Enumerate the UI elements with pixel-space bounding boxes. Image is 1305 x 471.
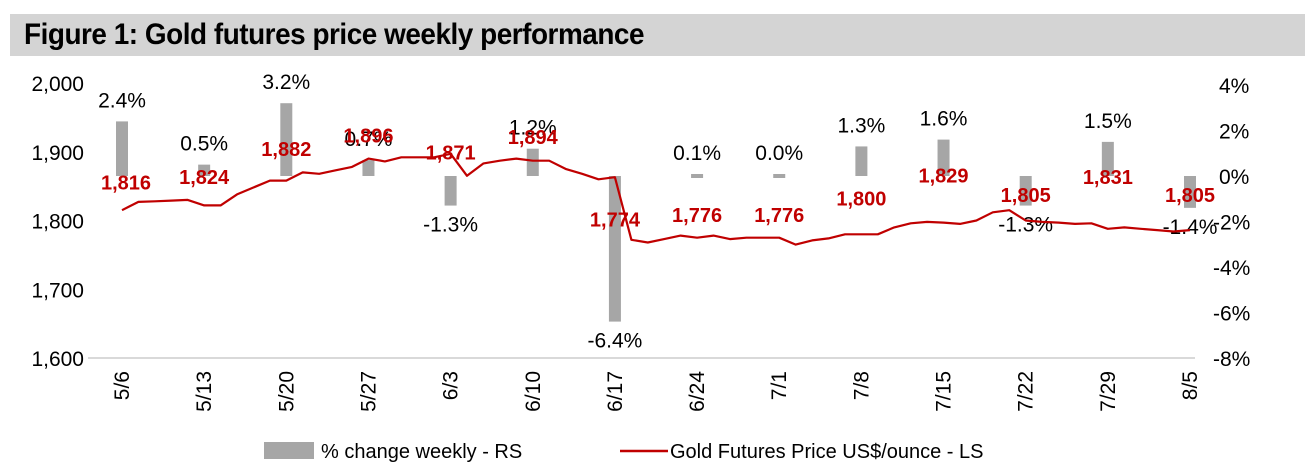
bar xyxy=(280,103,293,176)
bar xyxy=(773,174,786,178)
left-axis-tick-label: 1,900 xyxy=(31,142,84,165)
bar-data-label: -1.3% xyxy=(423,214,478,237)
bar xyxy=(1184,176,1196,208)
price-data-label: 1,805 xyxy=(1001,185,1051,207)
bar xyxy=(1101,141,1114,176)
price-data-label: 1,776 xyxy=(672,205,722,227)
bar-data-label: 1.6% xyxy=(920,108,968,131)
bar-data-label: 2.4% xyxy=(98,89,146,112)
bar xyxy=(444,176,457,206)
bar-series xyxy=(116,103,1196,322)
right-axis-tick-label: -8% xyxy=(1213,348,1250,371)
left-axis-ticks: 1,600 1,700 1,800 1,900 2,000 xyxy=(31,73,84,371)
bar-data-label: 0.0% xyxy=(755,142,803,165)
x-axis-tick-label: 5/13 xyxy=(193,371,216,412)
bar-data-label: -6.4% xyxy=(587,330,642,353)
price-line xyxy=(121,152,1191,246)
price-data-label: 1,831 xyxy=(1083,167,1133,189)
bar-data-label: -1.4% xyxy=(1163,216,1218,239)
x-axis-tick-label: 6/24 xyxy=(686,371,709,412)
figure-title-bar: Figure 1: Gold futures price weekly perf… xyxy=(10,14,1305,56)
x-axis-tick-label: 8/5 xyxy=(1179,371,1202,400)
bar xyxy=(116,121,128,176)
bar xyxy=(691,174,704,178)
price-data-label: 1,774 xyxy=(590,209,641,231)
left-axis-tick-label: 2,000 xyxy=(31,73,84,96)
bar-data-label: 1.3% xyxy=(837,114,885,137)
right-axis-ticks: -8% -6% -4% -2% 0% 2% 4% xyxy=(1213,75,1250,371)
left-axis-tick-label: 1,700 xyxy=(31,279,84,302)
x-axis-tick-label: 7/22 xyxy=(1015,371,1038,412)
bar-data-label: 0.5% xyxy=(180,133,228,156)
price-labels: 1,816 1,824 1,882 1,896 1,871 1,894 1,774 1,776… xyxy=(101,126,1215,232)
bar xyxy=(937,139,950,176)
price-data-label: 1,800 xyxy=(836,189,886,211)
bar xyxy=(608,176,621,322)
price-data-label: 1,871 xyxy=(426,143,476,165)
price-data-label: 1,882 xyxy=(261,139,311,161)
legend-bar-label: % change weekly - RS xyxy=(321,441,522,463)
bar xyxy=(362,160,375,176)
price-data-label: 1,776 xyxy=(754,205,804,227)
price-data-label: 1,824 xyxy=(179,167,230,189)
bar-labels: 2.4% 0.5% 3.2% 0.7% -1.3% 1.2% -6.4% 0.1% 0.0% 1.… xyxy=(98,71,1217,352)
x-axis-tick-label: 5/27 xyxy=(357,371,380,412)
legend: % change weekly - RS Gold Futures Price … xyxy=(264,441,983,463)
x-axis-tick-label: 6/10 xyxy=(522,371,545,412)
bar-data-label: 0.7% xyxy=(345,128,393,151)
price-data-label: 1,805 xyxy=(1165,185,1215,207)
bar xyxy=(198,164,211,176)
x-axis-ticks: 5/6 5/13 5/20 5/27 6/3 6/10 6/17 6/24 7/1 7/8 7/15… xyxy=(111,371,1202,412)
right-axis-tick-label: 4% xyxy=(1219,75,1249,98)
bar-data-label: 0.1% xyxy=(673,142,721,165)
bar-data-label: 1.2% xyxy=(509,117,557,140)
price-data-label: 1,829 xyxy=(919,166,969,188)
right-axis-tick-label: -4% xyxy=(1213,257,1250,280)
right-axis-tick-label: 0% xyxy=(1219,166,1249,189)
price-data-label: 1,816 xyxy=(101,173,151,195)
x-axis-tick-label: 5/6 xyxy=(111,371,134,400)
bar xyxy=(526,148,539,176)
price-data-label: 1,896 xyxy=(343,126,393,148)
x-axis-tick-label: 5/20 xyxy=(275,371,298,412)
x-axis-tick-label: 7/29 xyxy=(1097,371,1120,412)
bar xyxy=(855,146,868,176)
left-axis-tick-label: 1,800 xyxy=(31,211,84,234)
bar-data-label: 3.2% xyxy=(262,71,310,94)
figure-title: Figure 1: Gold futures price weekly perf… xyxy=(24,18,645,51)
bar-data-label: -1.3% xyxy=(998,214,1053,237)
price-data-label: 1,894 xyxy=(508,127,559,149)
bar xyxy=(1019,176,1032,206)
right-axis-tick-label: -6% xyxy=(1213,303,1250,326)
x-axis-tick-label: 7/1 xyxy=(768,371,791,400)
right-axis-tick-label: -2% xyxy=(1213,212,1250,235)
x-axis-tick-label: 6/17 xyxy=(604,371,627,412)
bar-data-label: 1.5% xyxy=(1084,110,1132,133)
x-axis-tick-label: 6/3 xyxy=(440,371,463,400)
right-axis-tick-label: 2% xyxy=(1219,121,1249,144)
x-axis-tick-label: 7/8 xyxy=(850,371,873,400)
legend-line-label: Gold Futures Price US$/ounce - LS xyxy=(670,441,983,463)
x-axis-tick-label: 7/15 xyxy=(933,371,956,412)
legend-bar-swatch xyxy=(264,442,314,459)
left-axis-tick-label: 1,600 xyxy=(31,348,84,371)
